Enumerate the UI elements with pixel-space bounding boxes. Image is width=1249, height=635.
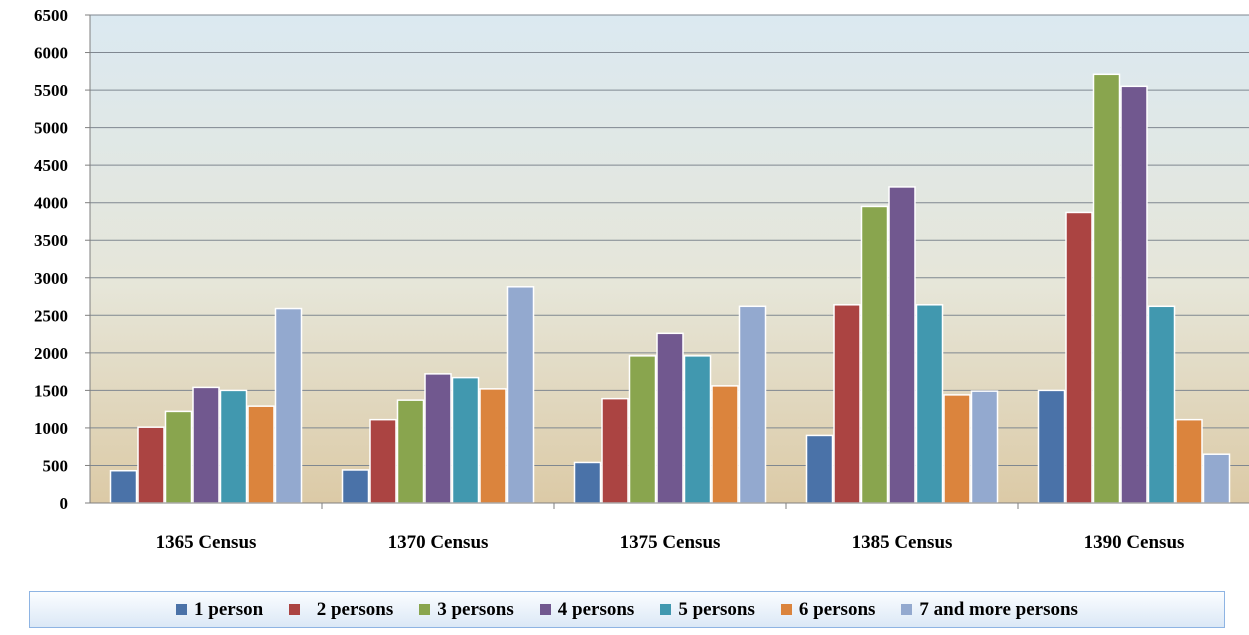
bar — [683, 355, 712, 504]
legend-item: 6 persons — [780, 598, 876, 621]
bar — [247, 405, 275, 504]
y-tick-label: 6500 — [34, 6, 68, 25]
y-tick-label: 4500 — [34, 156, 68, 175]
bar — [1092, 73, 1121, 504]
bar — [711, 385, 739, 504]
legend-swatch — [539, 604, 551, 615]
legend-item: 2 persons — [289, 599, 393, 621]
legend-item: 5 persons — [660, 599, 755, 621]
bar — [341, 469, 370, 504]
y-tick-label: 4000 — [34, 194, 68, 213]
legend-swatch — [901, 604, 913, 615]
bar — [601, 397, 629, 504]
y-tick-label: 2500 — [34, 306, 68, 325]
y-tick-label: 5000 — [34, 119, 68, 138]
bar — [109, 469, 138, 504]
y-tick-label: 500 — [43, 456, 69, 475]
bar — [164, 410, 193, 504]
y-tick-label: 3000 — [34, 269, 68, 288]
legend-item: 4 persons — [539, 598, 635, 621]
legend-item: 1 person — [176, 599, 263, 621]
legend-swatch — [419, 604, 431, 615]
y-tick-label: 6000 — [34, 44, 68, 63]
legend-item: 7 and more persons — [901, 599, 1078, 621]
legend-label: 4 persons — [557, 598, 635, 620]
legend-swatch — [780, 604, 792, 615]
bar — [970, 390, 999, 504]
bar — [860, 205, 889, 504]
bar — [915, 304, 944, 504]
bar — [656, 332, 684, 504]
bar — [396, 399, 425, 504]
y-tick-label: 0 — [60, 494, 69, 513]
bar — [1065, 211, 1093, 504]
bar — [192, 386, 220, 504]
legend-label: 7 and more persons — [919, 598, 1078, 620]
x-category-label: 1390 Census — [1084, 532, 1185, 553]
bar — [479, 388, 507, 504]
y-tick-label: 2000 — [34, 344, 68, 363]
y-tick-label: 5500 — [34, 81, 68, 100]
y-tick-label: 3500 — [34, 231, 68, 250]
bar — [137, 426, 165, 504]
y-tick-label: 1500 — [34, 381, 68, 400]
legend-label: 3 persons — [437, 598, 514, 620]
bar — [888, 186, 916, 504]
bar — [369, 418, 397, 504]
legend-label: 2 persons — [307, 598, 394, 620]
legend-swatch — [660, 604, 672, 615]
chart-svg: 0 500 1000 1500 2000 2500 3000 3500 4000 4500 5000… — [34, 6, 1249, 553]
y-tick-label: 1000 — [34, 419, 68, 438]
legend-label: 1 person — [194, 598, 264, 620]
bar — [219, 389, 248, 504]
legend-label: 5 persons — [678, 598, 755, 620]
x-category-label: 1365 Census — [156, 532, 257, 553]
x-category-label: 1385 Census — [852, 532, 953, 553]
x-category-label: 1375 Census — [620, 532, 721, 553]
bar — [274, 307, 303, 504]
bar — [1202, 453, 1231, 504]
bar — [424, 373, 452, 504]
bar — [943, 394, 971, 504]
bar — [1037, 389, 1066, 504]
bar — [451, 376, 480, 504]
legend-swatch — [176, 604, 188, 615]
bar — [1175, 418, 1203, 504]
bar — [573, 461, 602, 504]
bar — [1147, 305, 1176, 504]
bar — [1120, 85, 1148, 504]
legend-swatch — [289, 604, 301, 615]
legend: 1 person 2 persons 3 persons 4 persons 5 pe… — [29, 591, 1225, 628]
bar — [628, 355, 657, 504]
bar — [833, 304, 861, 504]
bar — [805, 434, 834, 504]
legend-label: 6 persons — [798, 598, 876, 620]
bar — [506, 286, 535, 504]
x-category-label: 1370 Census — [388, 532, 489, 553]
legend-item: 3 persons — [419, 599, 514, 621]
bar — [738, 305, 767, 504]
